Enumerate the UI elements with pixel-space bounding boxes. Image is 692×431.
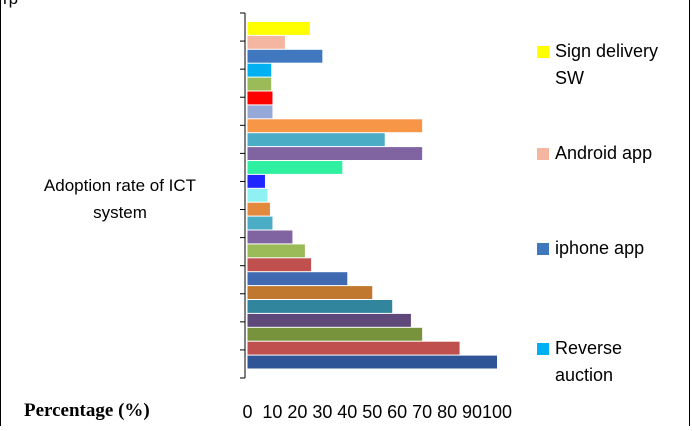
bar-19 bbox=[247, 105, 273, 119]
legend-label-android-app: Android app bbox=[555, 143, 653, 163]
x-tick-label: 80 bbox=[437, 402, 457, 422]
bar-18 bbox=[247, 119, 423, 133]
bar-24 bbox=[247, 35, 285, 49]
bar-16 bbox=[247, 147, 423, 160]
legend-swatch-android-app bbox=[537, 148, 549, 160]
x-tick-label: 0 bbox=[242, 402, 252, 422]
bar-25 bbox=[247, 22, 310, 35]
bar-17 bbox=[247, 133, 385, 147]
y-axis-title: Adoption rate of ICT system bbox=[43, 176, 197, 222]
bar-1 bbox=[247, 355, 497, 369]
bar-3 bbox=[247, 327, 423, 341]
bar-20 bbox=[247, 91, 273, 105]
x-tick-label: 50 bbox=[362, 402, 382, 422]
bar-21 bbox=[247, 77, 272, 91]
x-tick-label: 60 bbox=[387, 402, 407, 422]
bar-22 bbox=[247, 63, 272, 77]
bar-6 bbox=[247, 286, 373, 299]
bar-9 bbox=[247, 244, 305, 258]
bar-14 bbox=[247, 174, 265, 188]
bar-11 bbox=[247, 216, 273, 230]
bar-7 bbox=[247, 272, 348, 286]
x-tick-label: 20 bbox=[287, 402, 307, 422]
legend-swatch-reverse-auction bbox=[537, 343, 549, 355]
x-tick-label: 100 bbox=[482, 402, 512, 422]
bar-13 bbox=[247, 188, 268, 202]
bar-8 bbox=[247, 258, 312, 272]
bar-15 bbox=[247, 161, 343, 174]
bar-23 bbox=[247, 49, 323, 63]
x-axis-title: Percentage (%) bbox=[24, 400, 150, 421]
caption-fragment: rp bbox=[3, 0, 18, 7]
legend-swatch-sign-delivery-sw bbox=[537, 46, 549, 58]
x-tick-label: 30 bbox=[312, 402, 332, 422]
x-tick-label: 10 bbox=[262, 402, 282, 422]
bar-10 bbox=[247, 230, 293, 244]
bar-5 bbox=[247, 300, 393, 313]
legend-label-iphone-app: iphone app bbox=[555, 238, 645, 258]
x-tick-label: 70 bbox=[412, 402, 432, 422]
legend-label-reverse-auction: Reverse auction bbox=[555, 338, 623, 385]
x-tick-label: 90 bbox=[462, 402, 482, 422]
legend: Sign delivery SW Android app iphone app … bbox=[537, 0, 687, 426]
legend-swatch-iphone-app bbox=[537, 243, 549, 255]
legend-label-sign-delivery-sw: Sign delivery SW bbox=[555, 41, 659, 88]
x-tick-label: 40 bbox=[337, 402, 357, 422]
bar-2 bbox=[247, 341, 460, 355]
bar-4 bbox=[247, 313, 411, 327]
bar-12 bbox=[247, 202, 270, 216]
